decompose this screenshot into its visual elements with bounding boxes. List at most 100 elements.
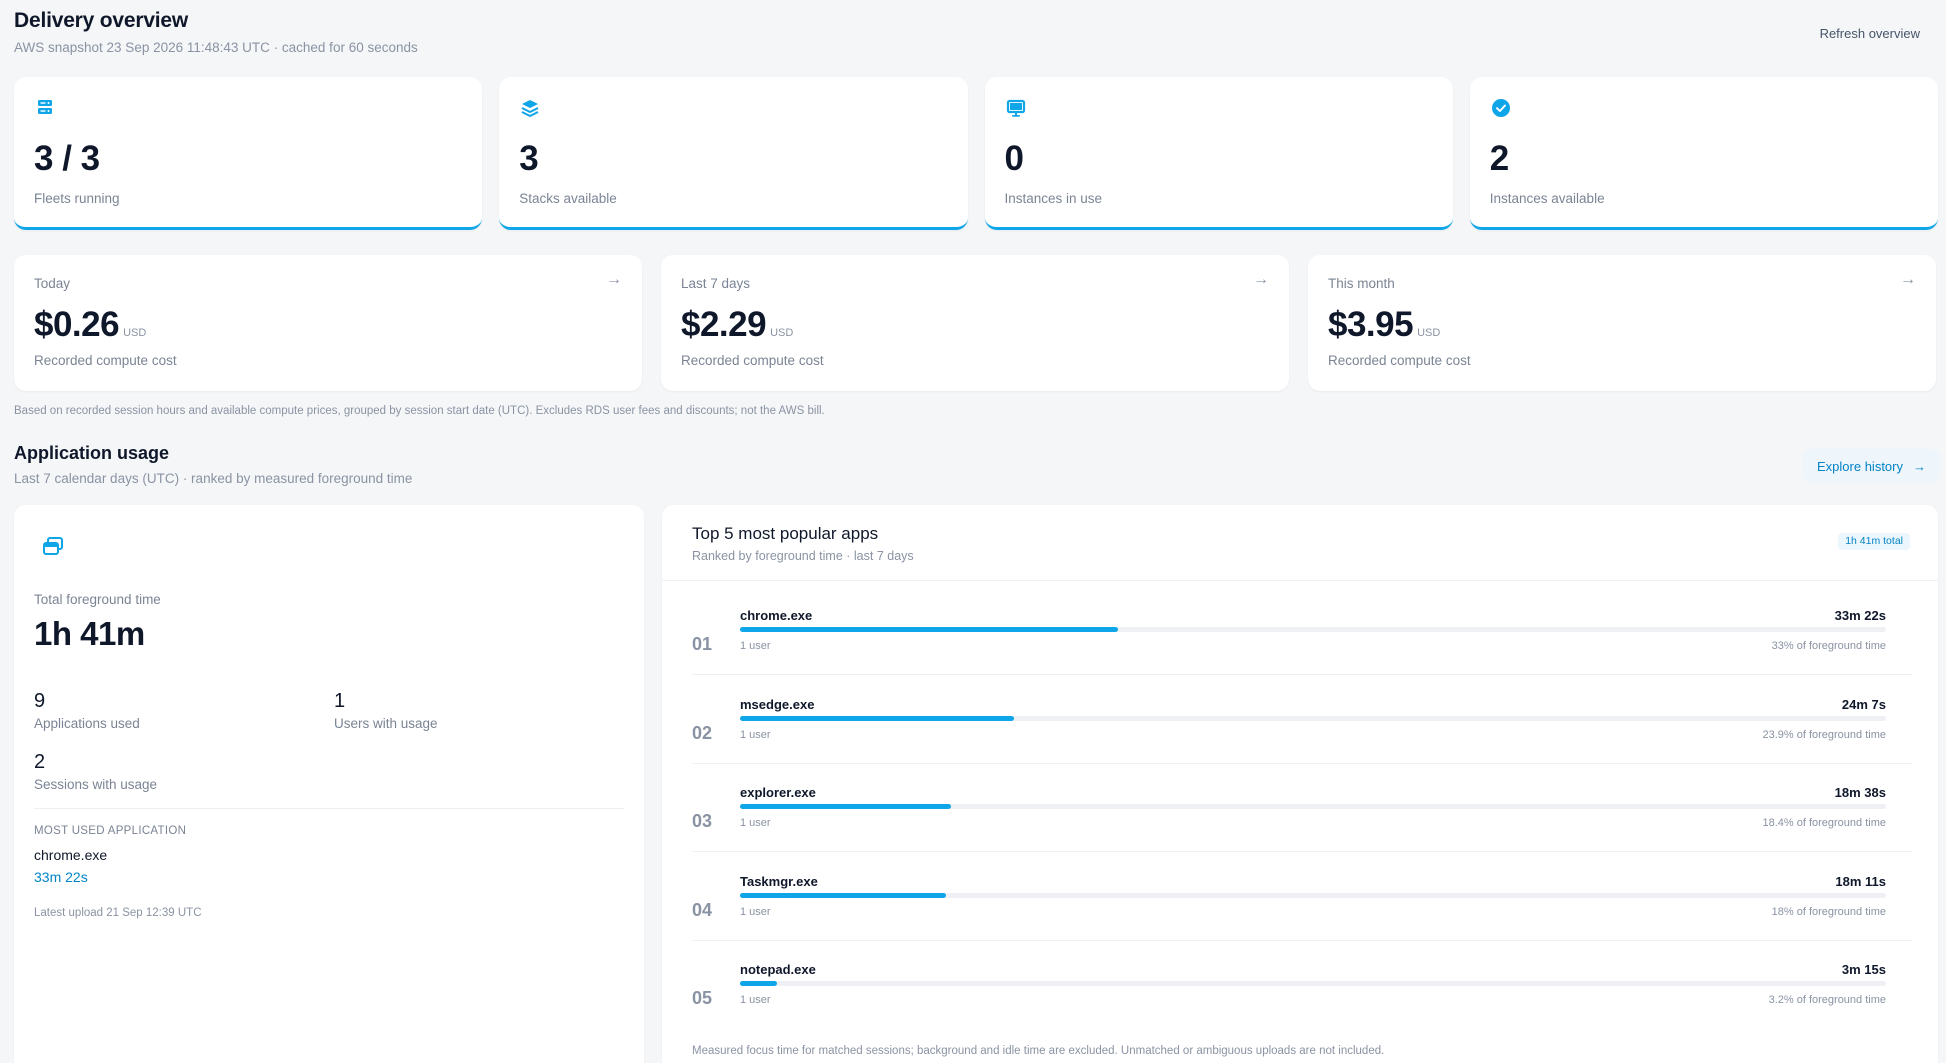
section-subtitle: Last 7 calendar days (UTC) · ranked by m…	[14, 471, 413, 486]
most-used-name: chrome.exe	[34, 847, 108, 863]
total-badge: 1h 41m total	[1838, 533, 1910, 550]
metric-label: Users with usage	[334, 716, 438, 731]
divider	[692, 939, 1912, 941]
divider	[692, 674, 1912, 675]
app-time: 33m 22s	[1834, 608, 1886, 623]
stat-value: 3	[519, 139, 539, 178]
cost-currency: USD	[770, 327, 794, 339]
metric-apps-used: 9 Applications used	[34, 690, 140, 731]
stat-value: 3 / 3	[34, 139, 100, 178]
app-share: 23.9% of foreground time	[1762, 728, 1886, 741]
cost-period: Today	[34, 276, 71, 291]
cost-note: Recorded compute cost	[1328, 353, 1471, 368]
page-title: Delivery overview	[14, 9, 189, 32]
divider	[662, 580, 1938, 581]
list-item: 04 Taskmgr.exe 18m 11s 1 user 18% of foregro…	[692, 874, 1912, 962]
cost-period: This month	[1328, 276, 1395, 291]
usage-bar-fill	[740, 981, 777, 986]
usage-bar-track	[740, 892, 1886, 898]
app-name: Taskmgr.exe	[740, 873, 818, 889]
app-window-icon	[42, 535, 64, 557]
app-time: 24m 7s	[1841, 696, 1886, 712]
cost-note: Recorded compute cost	[34, 353, 177, 368]
usage-bar-track	[740, 804, 1886, 809]
layers-icon	[519, 97, 541, 119]
arrow-right-icon: →	[1913, 458, 1926, 474]
metric-users-with-usage: 1 Users with usage	[334, 690, 438, 731]
app-share: 18.4% of foreground time	[1762, 817, 1886, 829]
cost-card-last-7-days[interactable]: Last 7 days → $2.29 USD Recorded compute …	[661, 255, 1289, 391]
arrow-right-icon[interactable]: →	[1900, 271, 1916, 288]
stat-label: Fleets running	[34, 191, 120, 206]
usage-bar-fill	[740, 804, 951, 809]
cost-amount: $0.26 USD	[34, 305, 147, 344]
divider	[692, 762, 1912, 764]
app-share: 33% of foreground time	[1771, 640, 1886, 652]
app-share: 18% of foreground time	[1771, 905, 1886, 918]
app-name: explorer.exe	[740, 785, 816, 800]
explore-history-button[interactable]: Explore history →	[1803, 449, 1940, 483]
usage-bar-track	[740, 627, 1886, 632]
app-time: 3m 15s	[1841, 962, 1886, 977]
metric-label: Sessions with usage	[34, 777, 158, 792]
stat-card-fleets: 3 / 3 Fleets running	[14, 77, 483, 230]
app-time: 18m 11s	[1835, 873, 1886, 889]
metric-value: 2	[34, 751, 46, 773]
app-users: 1 user	[740, 728, 771, 741]
most-used-time: 33m 22s	[34, 869, 88, 885]
stat-value: 0	[1004, 139, 1024, 178]
check-circle-icon	[1490, 97, 1512, 119]
divider	[34, 808, 624, 809]
usage-bar-fill	[740, 627, 1119, 632]
list-item: 02 msedge.exe 24m 7s 1 user 23.9% of foregro…	[692, 697, 1912, 785]
app-name: chrome.exe	[740, 608, 813, 623]
list-item: 01 chrome.exe 33m 22s 1 user 33% of foregrou…	[692, 608, 1912, 696]
usage-bar-track	[740, 715, 1886, 721]
most-used-label: MOST USED APPLICATION	[34, 825, 187, 837]
total-foreground-label: Total foreground time	[34, 592, 161, 607]
top-apps-subtitle: Ranked by foreground time · last 7 days	[692, 549, 914, 563]
app-time: 18m 38s	[1834, 785, 1886, 800]
metric-sessions-with-usage: 2 Sessions with usage	[34, 751, 157, 792]
monitor-icon	[1005, 97, 1027, 119]
total-foreground-value: 1h 41m	[34, 615, 145, 652]
latest-upload: Latest upload 21 Sep 12:39 UTC	[34, 907, 202, 919]
stat-card-instances-in-use: 0 Instances in use	[984, 77, 1453, 230]
top-apps-title: Top 5 most popular apps	[692, 524, 879, 543]
app-users: 1 user	[740, 994, 771, 1006]
usage-bar-track	[740, 981, 1886, 986]
divider	[692, 851, 1912, 852]
cost-note: Recorded compute cost	[681, 353, 824, 368]
cost-cards: Today → $0.26 USD Recorded compute cost L…	[14, 255, 1938, 391]
rank-label: 02	[692, 722, 713, 743]
metric-label: Applications used	[34, 716, 140, 731]
cost-card-this-month[interactable]: This month → $3.95 USD Recorded compute c…	[1308, 255, 1936, 391]
cost-period: Last 7 days	[681, 276, 751, 291]
section-title: Application usage	[14, 443, 170, 463]
metric-value: 1	[334, 690, 346, 712]
usage-bar-fill	[740, 715, 1014, 721]
stat-value: 2	[1489, 139, 1509, 178]
stat-label: Stacks available	[519, 191, 617, 206]
cost-amount: $3.95 USD	[1328, 305, 1441, 344]
usage-summary-card: Total foreground time 1h 41m 9 Applicati…	[14, 505, 644, 1063]
cost-amount: $2.29 USD	[681, 305, 794, 344]
arrow-right-icon[interactable]: →	[606, 271, 622, 288]
list-item: 03 explorer.exe 18m 38s 1 user 18.4% of fore…	[692, 785, 1912, 873]
page-header: Delivery overview AWS snapshot 23 Sep 20…	[14, 0, 1940, 72]
cost-currency: USD	[1417, 327, 1441, 339]
app-name: notepad.exe	[740, 962, 816, 977]
app-name: msedge.exe	[740, 696, 815, 712]
stat-card-stacks: 3 Stacks available	[499, 77, 968, 230]
rank-label: 01	[692, 634, 713, 654]
refresh-overview-button[interactable]: Refresh overview	[1799, 17, 1940, 49]
arrow-right-icon[interactable]: →	[1253, 271, 1269, 288]
server-icon	[34, 97, 56, 119]
metric-value: 9	[34, 690, 46, 712]
list-item: 05 notepad.exe 3m 15s 1 user 3.2% of foregro…	[692, 962, 1912, 1050]
app-users: 1 user	[740, 817, 771, 829]
page-subtitle: AWS snapshot 23 Sep 2026 11:48:43 UTC · …	[14, 40, 418, 55]
top-apps-card: Top 5 most popular apps Ranked by foregr…	[662, 505, 1938, 1063]
app-users: 1 user	[740, 905, 771, 918]
cost-card-today[interactable]: Today → $0.26 USD Recorded compute cost	[14, 255, 642, 391]
